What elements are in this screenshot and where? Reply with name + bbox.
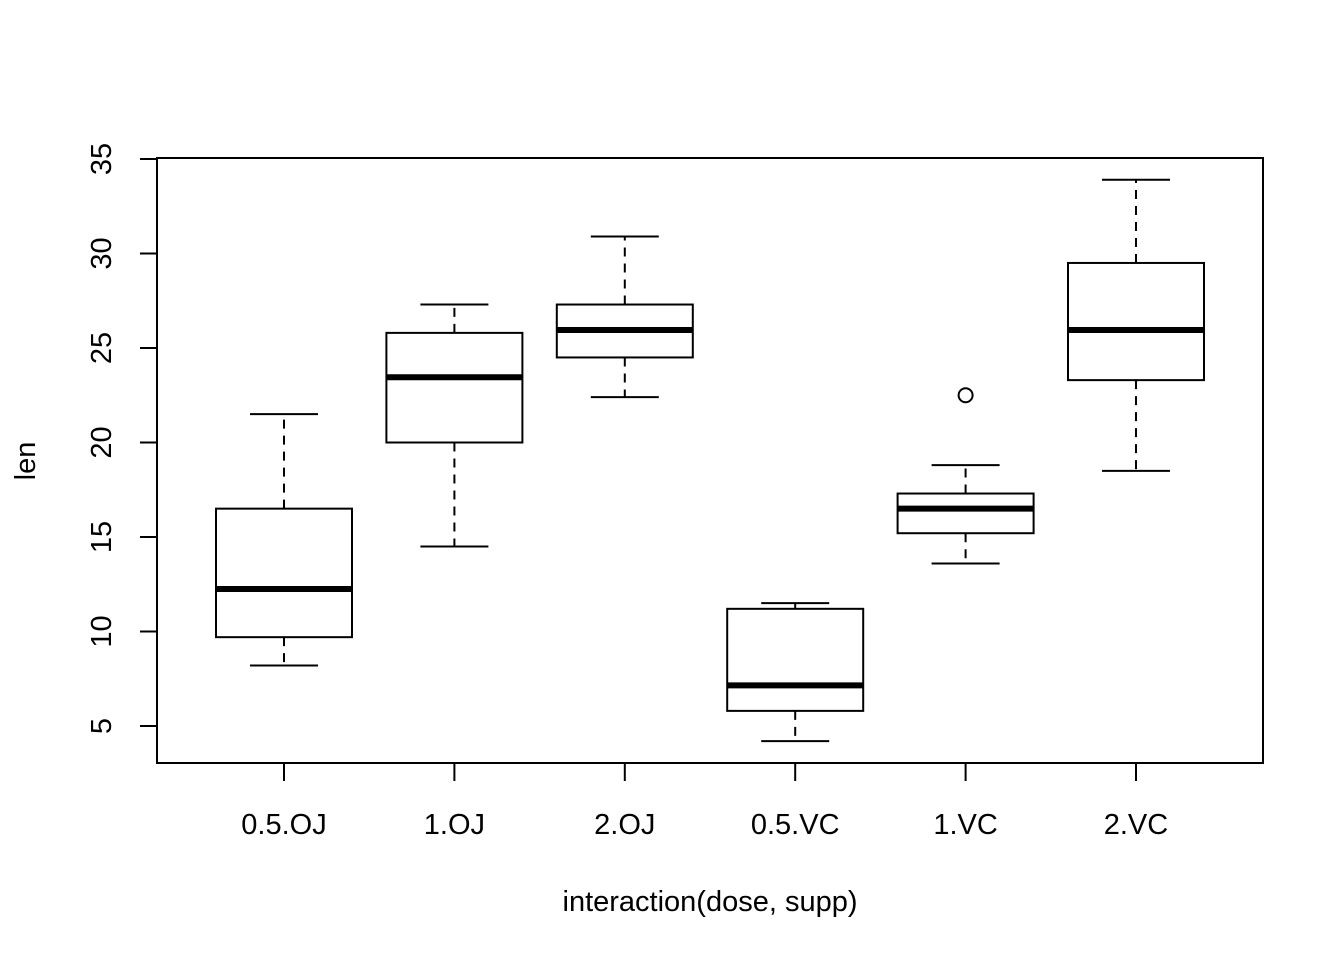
iqr-box [726, 607, 865, 712]
box-2.VC [1067, 178, 1205, 472]
x-tick-label: 2.VC [1104, 809, 1168, 841]
box-0.5.OJ [215, 413, 353, 667]
iqr-box [896, 492, 1035, 535]
x-tick-label: 0.5.VC [751, 809, 840, 841]
y-axis: 5 10 15 20 25 30 35 [86, 143, 158, 734]
iqr-box [385, 331, 524, 444]
y-tick-label: 10 [86, 615, 118, 647]
y-tick-label: 25 [86, 332, 118, 364]
y-tick-label: 35 [86, 143, 118, 175]
box-1.OJ [385, 303, 524, 548]
outlier-point [957, 387, 974, 404]
x-axis: 0.5.OJ 1.OJ 2.OJ 0.5.VC 1.VC 2.VC [241, 763, 1168, 841]
boxes-group [215, 178, 1205, 743]
iqr-box [215, 507, 353, 639]
plot-frame [156, 157, 1264, 764]
y-tick-label: 5 [86, 718, 118, 734]
x-tick-label: 1.OJ [424, 809, 485, 841]
box-1.VC [896, 387, 1035, 565]
y-tick-label: 15 [86, 521, 118, 553]
x-tick-label: 2.OJ [594, 809, 655, 841]
box-2.OJ [555, 235, 694, 399]
box-0.5.VC [726, 602, 865, 743]
y-tick-label: 30 [86, 237, 118, 269]
x-axis-label: interaction(dose, supp) [563, 886, 858, 918]
y-axis-label: len [10, 442, 42, 481]
y-tick-label: 20 [86, 426, 118, 458]
x-tick-label: 0.5.OJ [241, 809, 326, 841]
iqr-box [1067, 261, 1205, 382]
x-tick-label: 1.VC [933, 809, 997, 841]
